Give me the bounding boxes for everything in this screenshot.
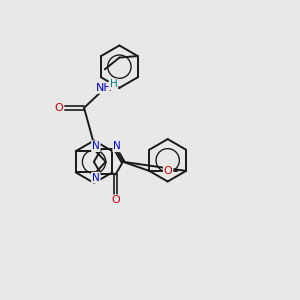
Text: N: N [113,141,121,151]
Text: O: O [111,195,120,205]
Text: N: N [92,141,100,151]
Text: H: H [110,79,117,89]
Text: O: O [164,166,172,176]
Text: O: O [55,103,63,113]
Text: NH: NH [96,83,113,93]
Text: N: N [92,173,100,183]
